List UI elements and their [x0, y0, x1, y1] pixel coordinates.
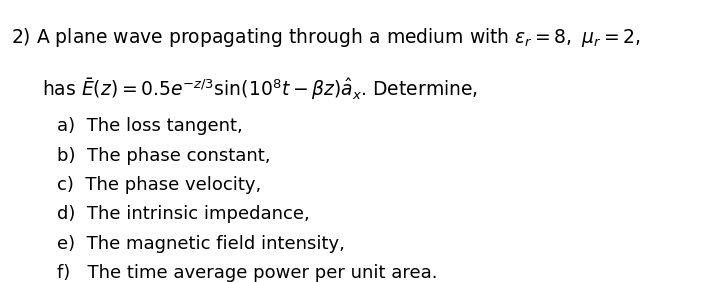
Text: has $\bar{E}(z) = 0.5e^{-z/3}\sin\!(10^8 t - \beta z)\hat{a}_x$. Determine,: has $\bar{E}(z) = 0.5e^{-z/3}\sin\!(10^8…: [42, 76, 477, 102]
Text: d)  The intrinsic impedance,: d) The intrinsic impedance,: [58, 205, 310, 223]
Text: a)  The loss tangent,: a) The loss tangent,: [58, 117, 243, 135]
Text: f)   The time average power per unit area.: f) The time average power per unit area.: [58, 264, 438, 282]
Text: b)  The phase constant,: b) The phase constant,: [58, 147, 271, 165]
Text: c)  The phase velocity,: c) The phase velocity,: [58, 176, 261, 194]
Text: 2) A plane wave propagating through a medium with $\varepsilon_r = 8,\ \mu_r = 2: 2) A plane wave propagating through a me…: [12, 26, 641, 49]
Text: e)  The magnetic field intensity,: e) The magnetic field intensity,: [58, 235, 346, 253]
